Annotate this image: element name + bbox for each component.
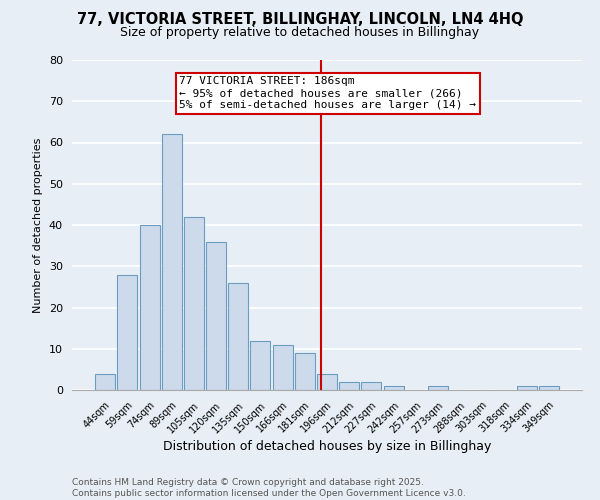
Text: 77, VICTORIA STREET, BILLINGHAY, LINCOLN, LN4 4HQ: 77, VICTORIA STREET, BILLINGHAY, LINCOLN… — [77, 12, 523, 28]
Bar — [295, 353, 315, 390]
Text: Contains HM Land Registry data © Crown copyright and database right 2025.
Contai: Contains HM Land Registry data © Crown c… — [72, 478, 466, 498]
Bar — [361, 382, 382, 390]
Bar — [339, 382, 359, 390]
Bar — [184, 217, 204, 390]
Bar — [383, 386, 404, 390]
Bar — [428, 386, 448, 390]
Bar — [118, 274, 137, 390]
Bar — [228, 283, 248, 390]
Text: Size of property relative to detached houses in Billinghay: Size of property relative to detached ho… — [121, 26, 479, 39]
Bar — [206, 242, 226, 390]
Bar — [539, 386, 559, 390]
Bar — [140, 225, 160, 390]
X-axis label: Distribution of detached houses by size in Billinghay: Distribution of detached houses by size … — [163, 440, 491, 454]
Y-axis label: Number of detached properties: Number of detached properties — [33, 138, 43, 312]
Bar — [95, 374, 115, 390]
Text: 77 VICTORIA STREET: 186sqm
← 95% of detached houses are smaller (266)
5% of semi: 77 VICTORIA STREET: 186sqm ← 95% of deta… — [179, 76, 476, 110]
Bar — [317, 374, 337, 390]
Bar — [517, 386, 536, 390]
Bar — [250, 340, 271, 390]
Bar — [272, 344, 293, 390]
Bar — [162, 134, 182, 390]
